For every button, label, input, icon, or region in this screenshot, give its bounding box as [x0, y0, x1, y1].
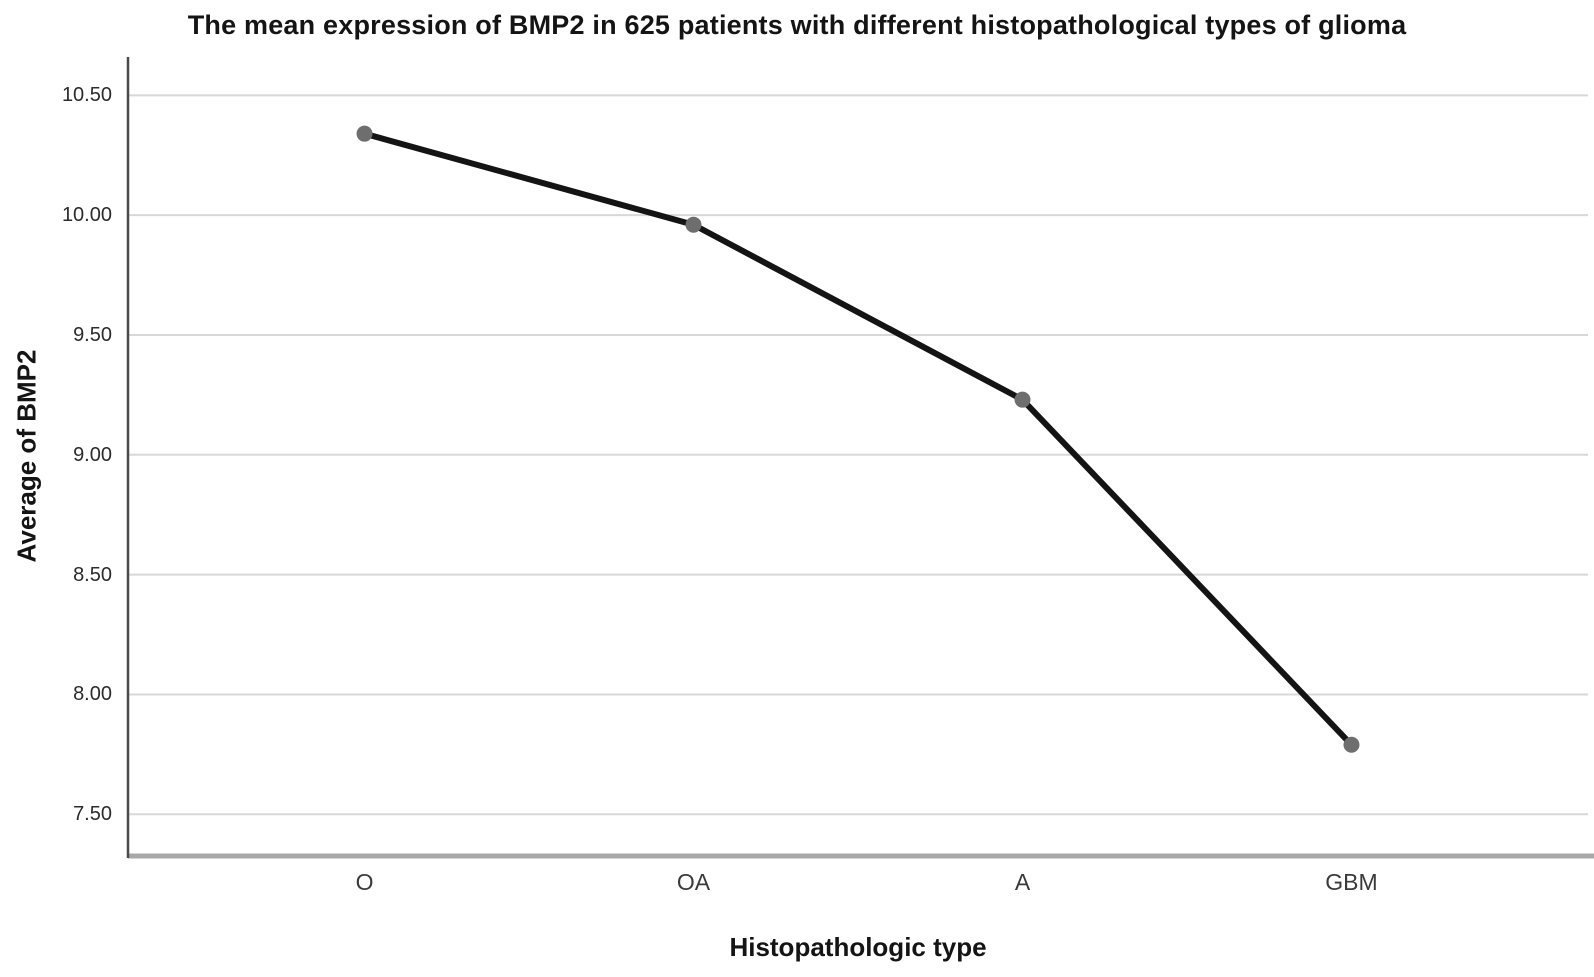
data-line [361, 130, 1355, 748]
x-category-label: GBM [1325, 869, 1378, 895]
chart-title: The mean expression of BMP2 in 625 patie… [187, 10, 1407, 40]
y-tick-label: 10.50 [61, 84, 112, 107]
data-point-marker [1014, 391, 1031, 408]
y-tick-label: 9.00 [73, 443, 112, 466]
y-tick-label: 10.00 [61, 204, 112, 227]
data-point-marker [685, 216, 702, 233]
x-category-label: A [1014, 869, 1031, 895]
y-tick-label: 8.00 [73, 683, 112, 706]
x-axis-title: Histopathologic type [729, 932, 987, 962]
y-tick-label: 8.50 [73, 563, 112, 586]
y-tick-label: 9.50 [73, 323, 112, 346]
data-point-marker [356, 125, 373, 142]
x-category-label: OA [676, 869, 711, 895]
y-tick-label: 7.50 [73, 803, 112, 826]
x-category-label: O [355, 869, 374, 895]
data-point-marker [1343, 736, 1360, 753]
